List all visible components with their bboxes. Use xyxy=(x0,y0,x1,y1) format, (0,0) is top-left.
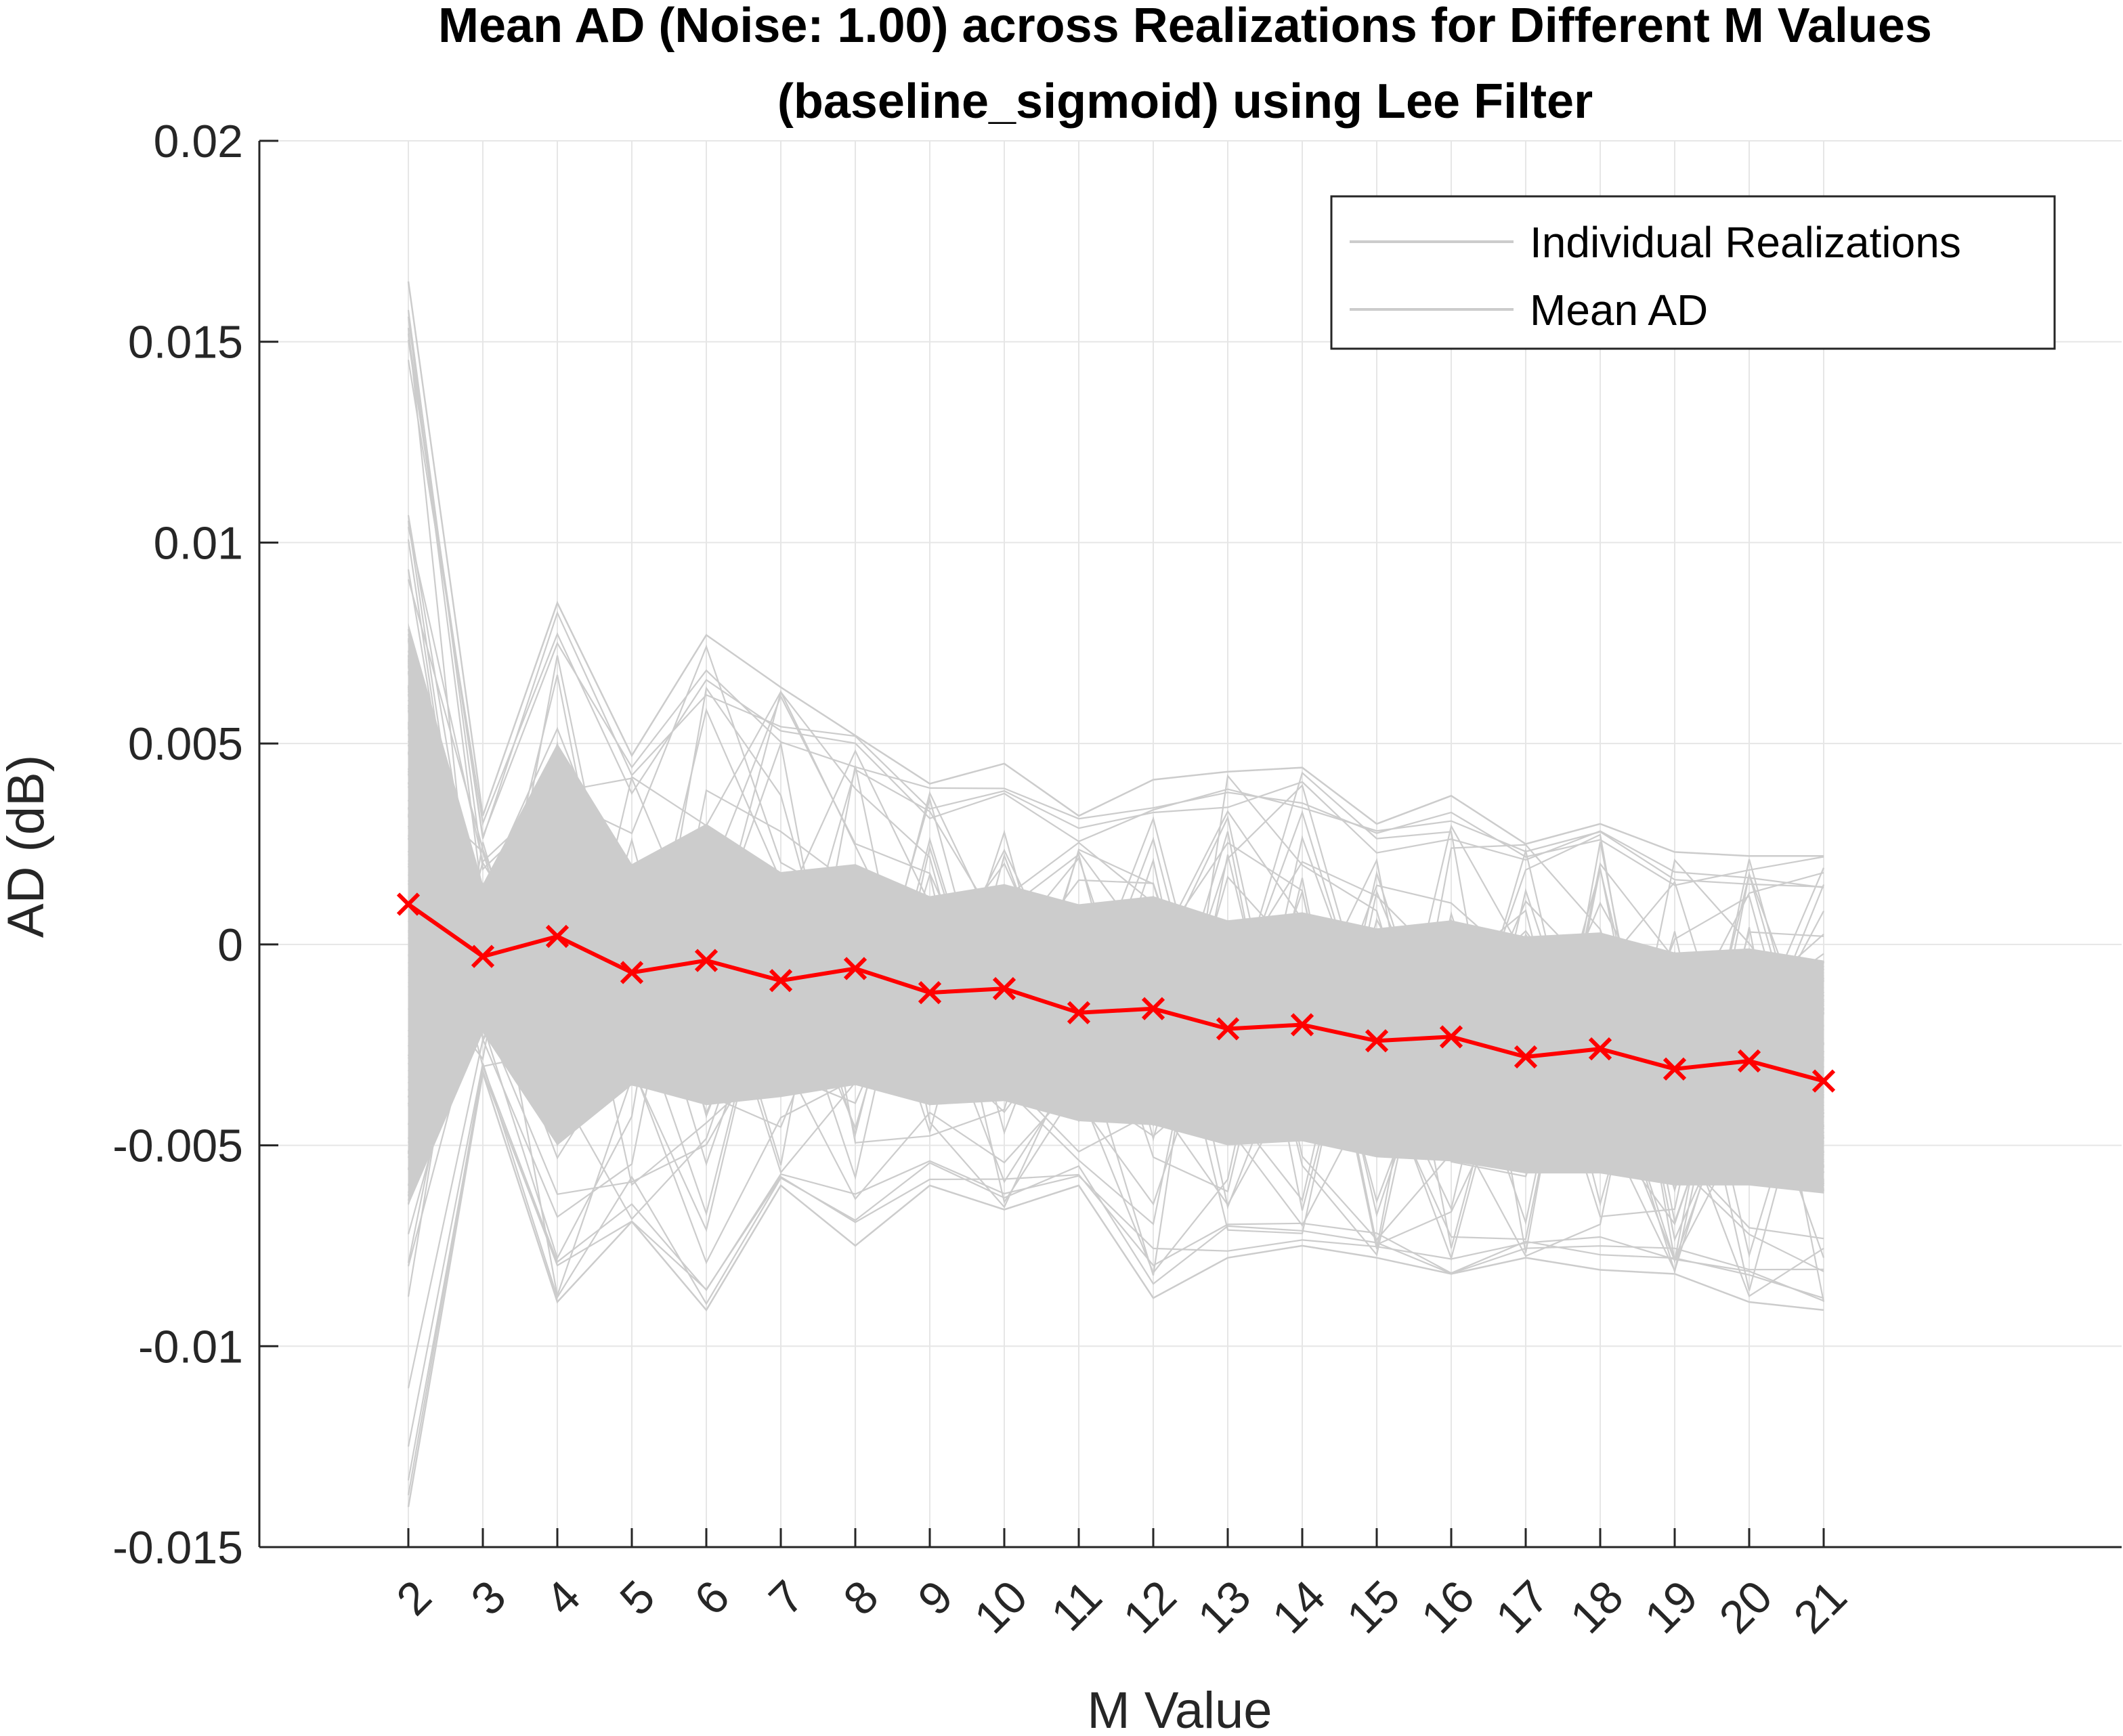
mean-ad-marker-stroke xyxy=(1290,1013,1314,1037)
mean-ad-marker xyxy=(694,949,719,972)
realization-envelope-upper xyxy=(407,281,1824,857)
y-axis-label: AD (dB) xyxy=(0,755,55,938)
mean-ad-line xyxy=(407,903,1824,1083)
individual-realizations-series xyxy=(407,281,1825,1507)
y-axis-ticks: -0.015 -0.01 -0.005 0 0.005 0.01 0.015 0.02 xyxy=(112,116,278,1574)
realization-envelope-lower xyxy=(407,1072,1824,1507)
mean-ad-marker xyxy=(1588,1037,1612,1061)
mean-ad-marker xyxy=(1737,1049,1761,1073)
x-axis-label: M Value xyxy=(1087,1682,1272,1736)
realization-line xyxy=(407,360,1824,888)
mean-ad-marker-stroke xyxy=(1439,1025,1463,1049)
mean-ad-marker-stroke xyxy=(1737,1049,1761,1073)
mean-ad-marker xyxy=(918,980,942,1005)
mean-ad-marker-stroke xyxy=(471,945,495,968)
mean-ad-marker xyxy=(396,892,421,916)
mean-ad-marker xyxy=(1514,1045,1538,1069)
mean-ad-marker-stroke xyxy=(1365,1029,1389,1053)
mean-ad-marker xyxy=(1067,1001,1091,1024)
y-tick-label: -0.005 xyxy=(112,1121,243,1172)
mean-ad-marker-stroke xyxy=(1514,1045,1538,1069)
mean-ad-marker-stroke xyxy=(1067,1001,1091,1024)
mean-ad-marker xyxy=(471,945,495,968)
mean-ad-marker-stroke xyxy=(694,949,719,972)
y-tick-label: 0.015 xyxy=(128,317,243,368)
axes xyxy=(258,141,2122,1548)
mean-ad-marker-stroke xyxy=(1663,1057,1687,1081)
mean-ad-marker xyxy=(843,957,867,980)
y-tick-label: -0.01 xyxy=(138,1321,243,1372)
mean-ad-marker-stroke xyxy=(992,977,1016,1001)
y-tick-label: 0.01 xyxy=(154,517,243,569)
mean-ad-marker xyxy=(620,961,644,984)
mean-ad-marker-stroke xyxy=(620,961,644,984)
mean-ad-marker xyxy=(769,969,793,993)
mean-ad-marker xyxy=(1216,1017,1240,1041)
legend-box xyxy=(1330,195,2056,350)
mean-ad-marker xyxy=(1439,1025,1463,1049)
chart-title-line-2: (baseline_sigmoid) using Lee Filter xyxy=(777,74,1593,129)
y-tick-label: 0.005 xyxy=(128,718,243,770)
legend-label-mean-ad: Mean AD xyxy=(1530,286,1708,334)
mean-ad-series xyxy=(396,892,1836,1093)
mean-ad-marker xyxy=(1663,1057,1687,1081)
mean-ad-marker-stroke xyxy=(1588,1037,1612,1061)
y-tick-label: -0.015 xyxy=(112,1522,243,1574)
mean-ad-marker-stroke xyxy=(1141,997,1165,1020)
legend: Individual Realizations Mean AD xyxy=(1330,195,2056,350)
legend-label-individual-realizations: Individual Realizations xyxy=(1530,218,1961,267)
mean-ad-marker xyxy=(1365,1029,1389,1053)
mean-ad-marker-stroke xyxy=(1811,1069,1836,1093)
y-tick-label: 0 xyxy=(217,919,243,971)
x-grid-lines xyxy=(408,141,1824,1547)
y-tick-label: 0.02 xyxy=(154,116,243,167)
mean-ad-marker xyxy=(1811,1069,1836,1093)
realization-line xyxy=(407,1063,1824,1496)
mean-ad-marker-stroke xyxy=(918,980,942,1005)
realization-line xyxy=(407,1063,1824,1447)
chart-title-line-1: Mean AD (Noise: 1.00) across Realization… xyxy=(438,0,1932,53)
mean-ad-marker-stroke xyxy=(843,957,867,980)
realization-line xyxy=(407,333,1824,886)
mean-ad-marker-stroke xyxy=(545,924,570,949)
mean-ad-marker xyxy=(1141,997,1165,1020)
mean-ad-marker xyxy=(1290,1013,1314,1037)
mean-ad-marker-stroke xyxy=(396,892,421,916)
realization-core xyxy=(408,623,1824,1206)
mean-ad-marker-stroke xyxy=(1216,1017,1240,1041)
mean-ad-marker-stroke xyxy=(769,969,793,993)
realization-line xyxy=(407,339,1824,888)
mean-ad-marker xyxy=(545,924,570,949)
realization-line xyxy=(407,1068,1824,1481)
mean-ad-marker xyxy=(992,977,1016,1001)
